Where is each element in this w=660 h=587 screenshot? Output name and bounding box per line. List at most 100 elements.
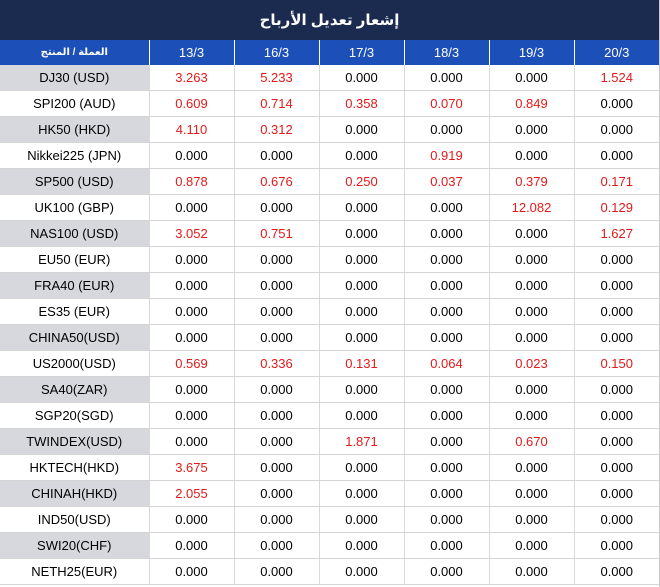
table-row: EU50 (EUR) 0.000 0.000 0.000 0.000 0.000 0.000 [0, 246, 659, 273]
dividend-value-cell: 0.000 [489, 454, 575, 481]
dividend-value-cell: 0.000 [319, 480, 405, 507]
dividend-table: العملة / المنتج 13/3 16/3 17/3 18/3 19/3… [0, 40, 659, 585]
instrument-cell: TWINDEX(USD) [0, 428, 150, 455]
table-row: ES35 (EUR) 0.000 0.000 0.000 0.000 0.000 0.000 [0, 298, 659, 325]
dividend-value-cell: 0.064 [404, 350, 490, 377]
table-row: IND50(USD) 0.000 0.000 0.000 0.000 0.000 0.000 [0, 506, 659, 533]
dividend-value-cell: 0.000 [404, 480, 490, 507]
dividend-value-cell: 0.000 [319, 324, 405, 351]
date-column-header: 17/3 [319, 40, 405, 65]
table-row: HKTECH(HKD) 3.675 0.000 0.000 0.000 0.000 0.00… [0, 454, 659, 481]
dividend-value-cell: 1.524 [574, 65, 659, 91]
dividend-value-cell: 0.000 [149, 324, 235, 351]
dividend-value-cell: 0.000 [319, 506, 405, 533]
dividend-value-cell: 0.000 [489, 220, 575, 247]
table-row: Nikkei225 (JPN) 0.000 0.000 0.000 0.919 0.000… [0, 142, 659, 169]
table-row: DJ30 (USD) 3.263 5.233 0.000 0.000 0.000 1.524 [0, 65, 659, 91]
dividend-value-cell: 0.131 [319, 350, 405, 377]
dividend-value-cell: 0.000 [574, 272, 659, 299]
dividend-value-cell: 0.000 [319, 272, 405, 299]
dividend-value-cell: 0.000 [149, 298, 235, 325]
instrument-cell: NETH25(EUR) [0, 558, 150, 585]
dividend-value-cell: 0.000 [574, 90, 659, 117]
dividend-value-cell: 0.000 [404, 506, 490, 533]
dividend-value-cell: 0.000 [234, 376, 320, 403]
dividend-value-cell: 0.000 [149, 194, 235, 221]
dividend-value-cell: 0.000 [489, 480, 575, 507]
dividend-value-cell: 0.000 [234, 272, 320, 299]
table-row: SA40(ZAR) 0.000 0.000 0.000 0.000 0.000 0.000 [0, 376, 659, 403]
dividend-value-cell: 0.000 [234, 142, 320, 169]
dividend-value-cell: 0.000 [489, 558, 575, 585]
instrument-cell: SWI20(CHF) [0, 532, 150, 559]
dividend-value-cell: 0.336 [234, 350, 320, 377]
dividend-value-cell: 3.052 [149, 220, 235, 247]
dividend-value-cell: 0.000 [574, 324, 659, 351]
dividend-value-cell: 0.000 [319, 246, 405, 273]
dividend-value-cell: 0.000 [404, 376, 490, 403]
dividend-value-cell: 0.000 [319, 532, 405, 559]
table-row: SPI200 (AUD) 0.609 0.714 0.358 0.070 0.849 0.0… [0, 90, 659, 117]
table-row: HK50 (HKD) 4.110 0.312 0.000 0.000 0.000 0.000 [0, 116, 659, 143]
table-row: CHINAH(HKD) 2.055 0.000 0.000 0.000 0.000 0.00… [0, 480, 659, 507]
dividend-value-cell: 0.000 [574, 506, 659, 533]
dividend-value-cell: 0.000 [574, 402, 659, 429]
dividend-value-cell: 0.676 [234, 168, 320, 195]
dividend-value-cell: 0.000 [404, 65, 490, 91]
instrument-cell: FRA40 (EUR) [0, 272, 150, 299]
dividend-value-cell: 0.000 [149, 506, 235, 533]
date-column-header: 18/3 [404, 40, 490, 65]
dividend-value-cell: 0.000 [404, 402, 490, 429]
dividend-value-cell: 0.000 [234, 246, 320, 273]
dividend-value-cell: 0.000 [404, 428, 490, 455]
dividend-value-cell: 1.871 [319, 428, 405, 455]
dividend-value-cell: 0.849 [489, 90, 575, 117]
instrument-cell: SPI200 (AUD) [0, 90, 150, 117]
table-row: CHINA50(USD) 0.000 0.000 0.000 0.000 0.000 0.0… [0, 324, 659, 351]
dividend-value-cell: 0.000 [319, 376, 405, 403]
dividend-value-cell: 0.000 [319, 220, 405, 247]
instrument-cell: NAS100 (USD) [0, 220, 150, 247]
table-row: TWINDEX(USD) 0.000 0.000 1.871 0.000 0.670 0.0… [0, 428, 659, 455]
dividend-value-cell: 0.312 [234, 116, 320, 143]
dividend-value-cell: 0.358 [319, 90, 405, 117]
dividend-value-cell: 0.000 [234, 506, 320, 533]
dividend-value-cell: 0.000 [319, 65, 405, 91]
dividend-value-cell: 12.082 [489, 194, 575, 221]
dividend-value-cell: 0.000 [319, 194, 405, 221]
dividend-value-cell: 1.627 [574, 220, 659, 247]
dividend-value-cell: 0.000 [234, 454, 320, 481]
dividend-value-cell: 0.000 [404, 272, 490, 299]
dividend-value-cell: 0.000 [234, 558, 320, 585]
dividend-value-cell: 3.675 [149, 454, 235, 481]
dividend-value-cell: 0.000 [404, 454, 490, 481]
table-row: UK100 (GBP) 0.000 0.000 0.000 0.000 12.082 0.1… [0, 194, 659, 221]
instrument-cell: CHINA50(USD) [0, 324, 150, 351]
dividend-value-cell: 0.878 [149, 168, 235, 195]
dividend-value-cell: 0.609 [149, 90, 235, 117]
instrument-cell: EU50 (EUR) [0, 246, 150, 273]
dividend-value-cell: 0.379 [489, 168, 575, 195]
dividend-value-cell: 0.000 [319, 116, 405, 143]
header-row: العملة / المنتج 13/3 16/3 17/3 18/3 19/3… [0, 40, 659, 65]
date-column-header: 20/3 [574, 40, 659, 65]
date-column-header: 13/3 [149, 40, 235, 65]
dividend-value-cell: 0.150 [574, 350, 659, 377]
table-row: SGP20(SGD) 0.000 0.000 0.000 0.000 0.000 0.000 [0, 402, 659, 429]
dividend-value-cell: 0.000 [149, 532, 235, 559]
dividend-value-cell: 0.000 [319, 298, 405, 325]
table-row: SP500 (USD) 0.878 0.676 0.250 0.037 0.379 0.17… [0, 168, 659, 195]
dividend-value-cell: 0.000 [319, 142, 405, 169]
dividend-value-cell: 0.714 [234, 90, 320, 117]
dividend-value-cell: 0.000 [404, 324, 490, 351]
dividend-value-cell: 0.000 [489, 65, 575, 91]
dividend-value-cell: 0.000 [149, 376, 235, 403]
dividend-value-cell: 0.000 [489, 298, 575, 325]
dividend-value-cell: 0.000 [574, 246, 659, 273]
dividend-value-cell: 4.110 [149, 116, 235, 143]
table-row: NETH25(EUR) 0.000 0.000 0.000 0.000 0.000 0.00… [0, 558, 659, 585]
dividend-value-cell: 0.000 [404, 298, 490, 325]
dividend-value-cell: 0.000 [489, 116, 575, 143]
dividend-value-cell: 0.000 [149, 558, 235, 585]
table-row: FRA40 (EUR) 0.000 0.000 0.000 0.000 0.000 0.00… [0, 272, 659, 299]
